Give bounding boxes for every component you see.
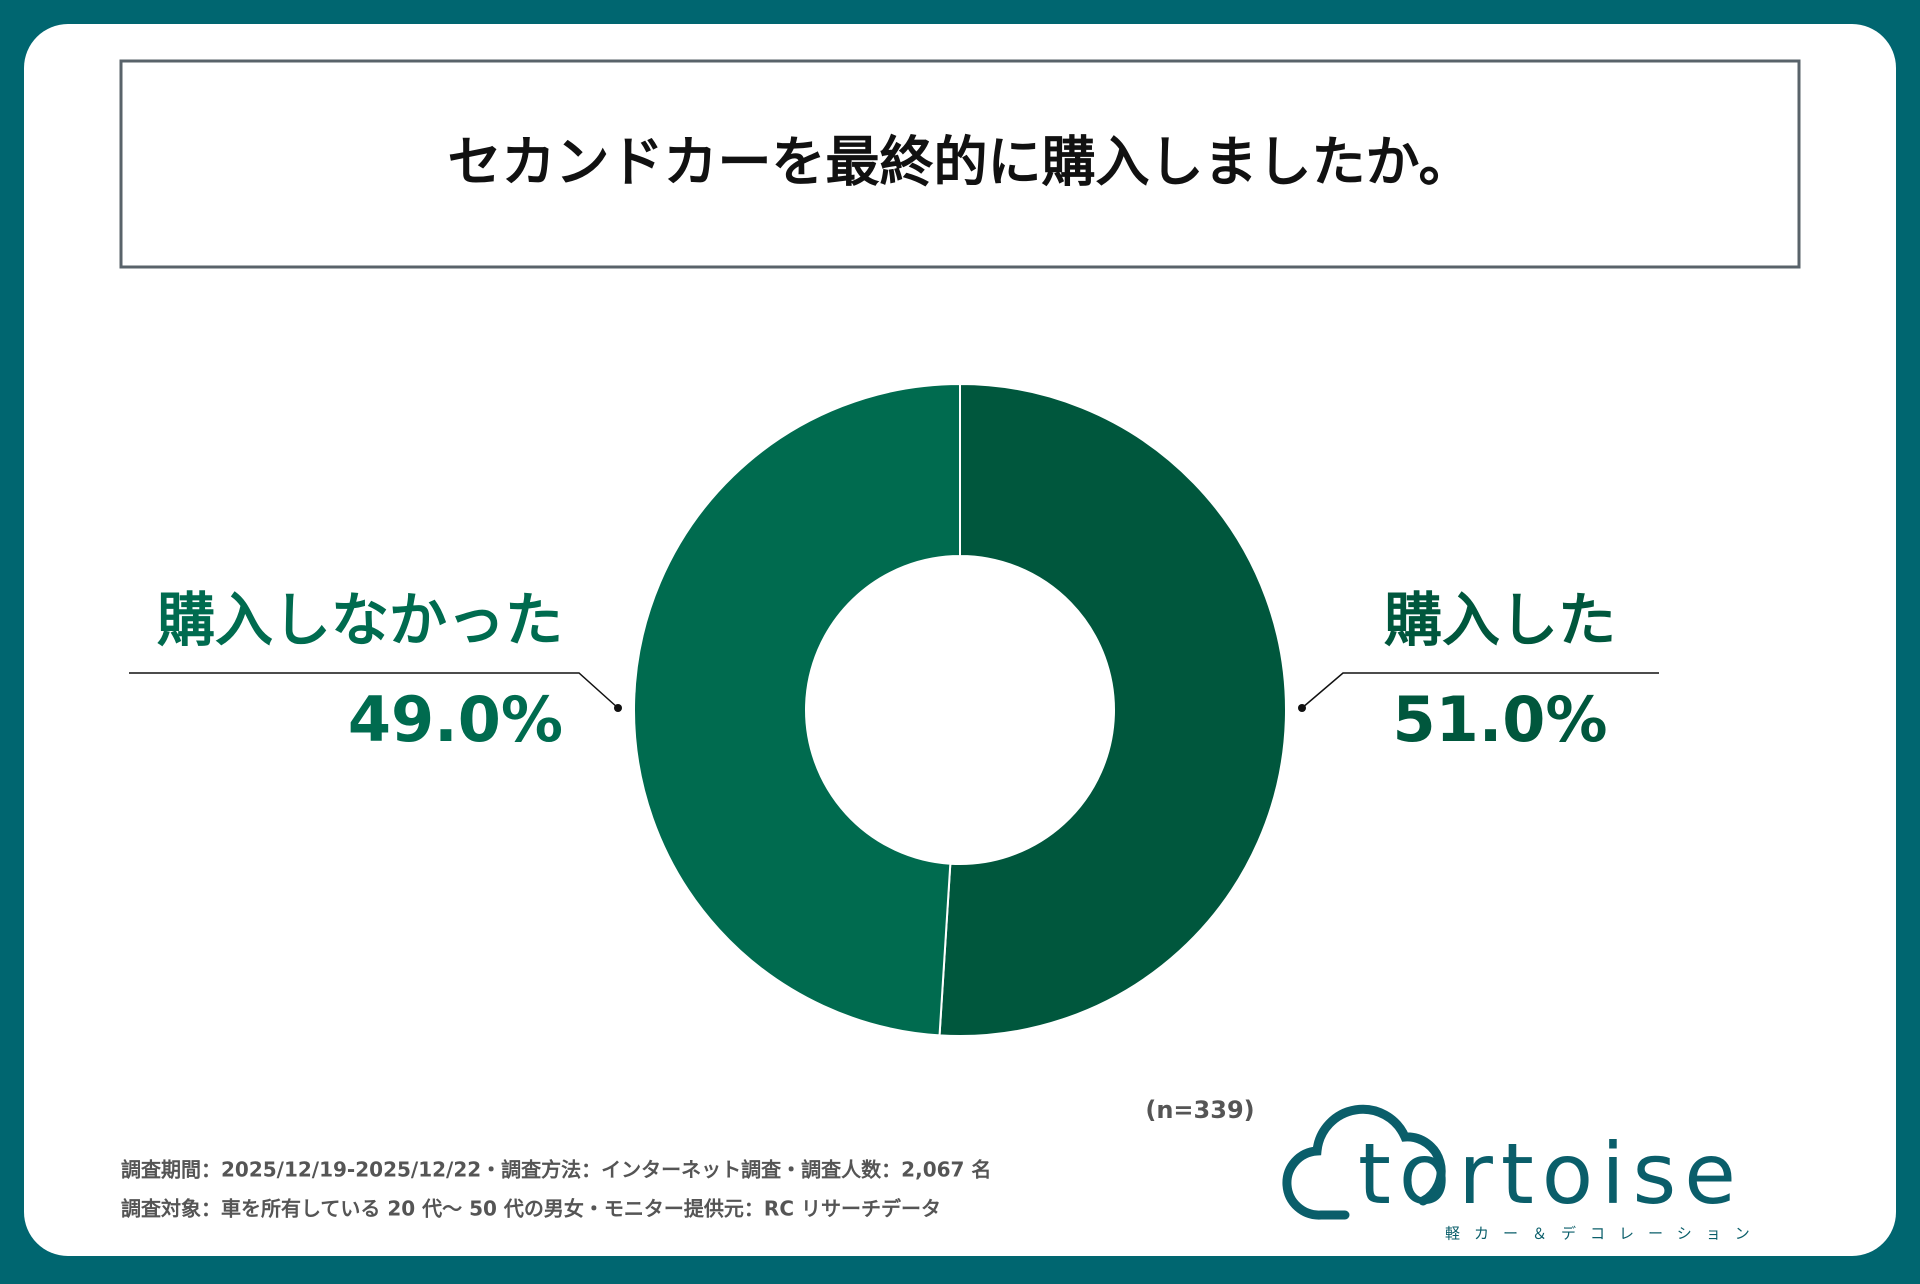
value-label: 49.0% xyxy=(348,683,563,756)
footnote: 調査対象：車を所有している 20 代〜 50 代の男女・モニター提供元：RC リ… xyxy=(121,1197,941,1221)
category-label: 購入しなかった xyxy=(157,586,563,654)
logo-name: tortoise xyxy=(1358,1125,1744,1223)
donut-slice xyxy=(632,382,961,1037)
panel xyxy=(24,24,1896,1256)
title-box xyxy=(119,59,1801,269)
logo: tortoise 軽カー＆デコレーション xyxy=(1282,1104,1764,1243)
logo-tagline: 軽カー＆デコレーション xyxy=(1445,1225,1764,1243)
logo-cloud xyxy=(1282,1104,1446,1220)
leader-line xyxy=(129,672,619,709)
category-label: 購入した xyxy=(1384,586,1616,654)
value-label: 51.0% xyxy=(1392,683,1607,756)
leader-line xyxy=(1301,672,1659,709)
sample-size: (n=339) xyxy=(1145,1096,1254,1124)
donut-slice xyxy=(938,382,1287,1037)
footnote: 調査期間：2025/12/19-2025/12/22・調査方法：インターネット調… xyxy=(121,1158,991,1182)
chart-title: セカンドカーを最終的に購入しましたか。 xyxy=(448,131,1473,194)
